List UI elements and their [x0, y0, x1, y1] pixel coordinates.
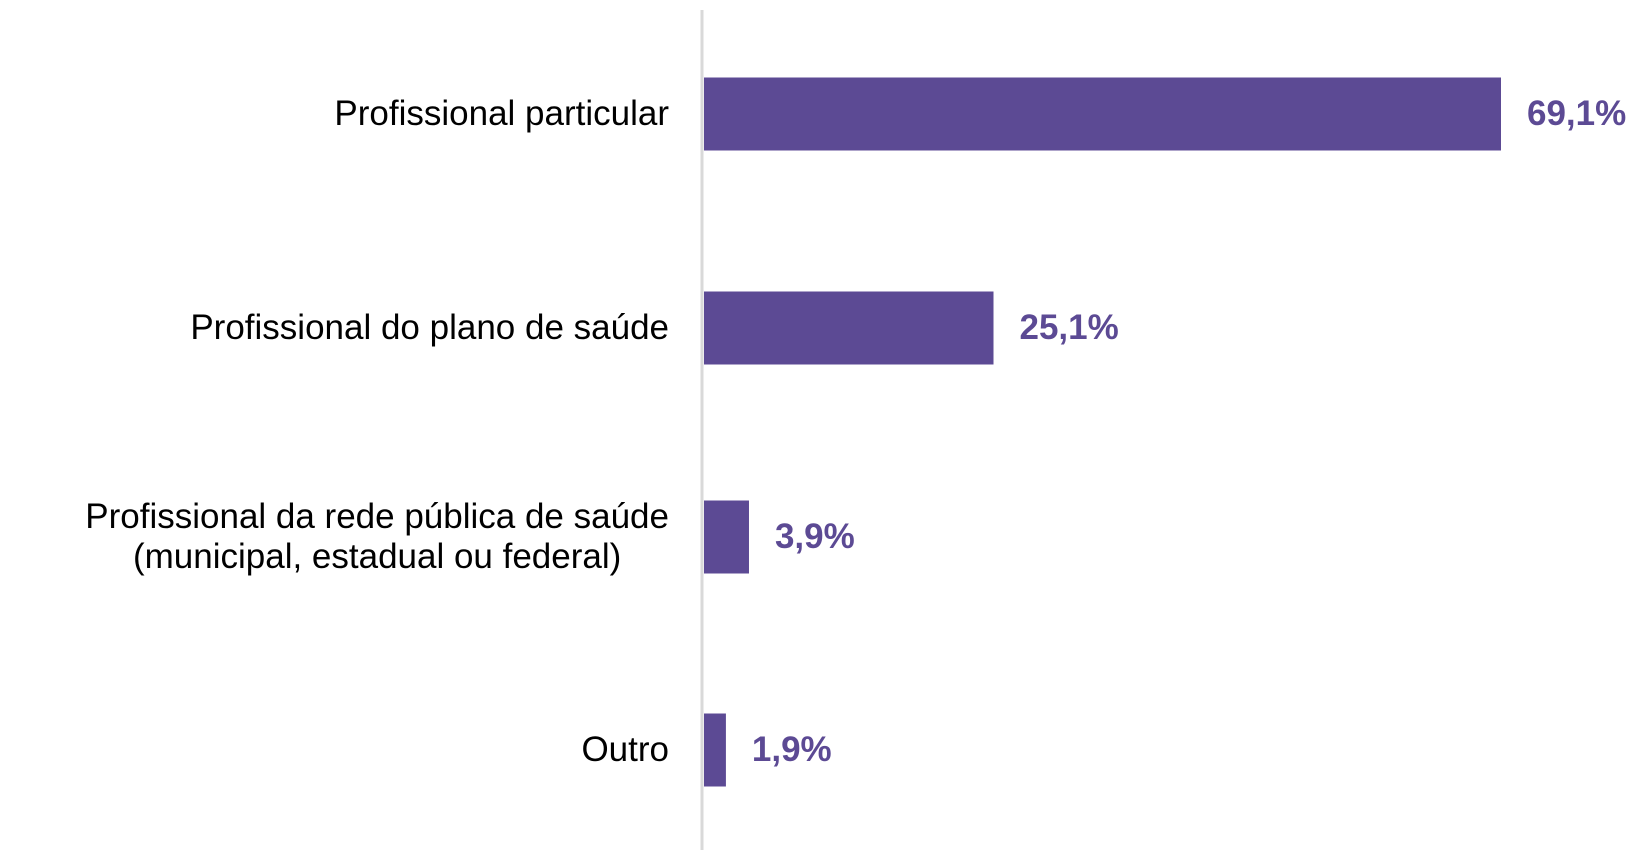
value-label: 25,1%	[1019, 308, 1119, 347]
category-label: Outro	[581, 730, 669, 769]
category-label: Profissional do plano de saúde	[190, 308, 669, 347]
bar	[704, 77, 1501, 151]
bar	[704, 713, 726, 787]
category-label: Profissional da rede pública de saúde (m…	[85, 497, 669, 576]
category-label-box: Profissional particular	[334, 94, 669, 134]
category-label-box: Profissional do plano de saúde	[190, 308, 669, 348]
bar	[704, 500, 749, 574]
value-label: 69,1%	[1527, 94, 1627, 133]
category-label: Profissional particular	[334, 94, 669, 133]
value-label: 3,9%	[774, 517, 855, 556]
bar	[704, 291, 994, 365]
category-label-box: Profissional da rede pública de saúde (m…	[85, 497, 669, 577]
value-label: 1,9%	[751, 730, 832, 769]
category-label-box: Outro	[581, 730, 669, 770]
